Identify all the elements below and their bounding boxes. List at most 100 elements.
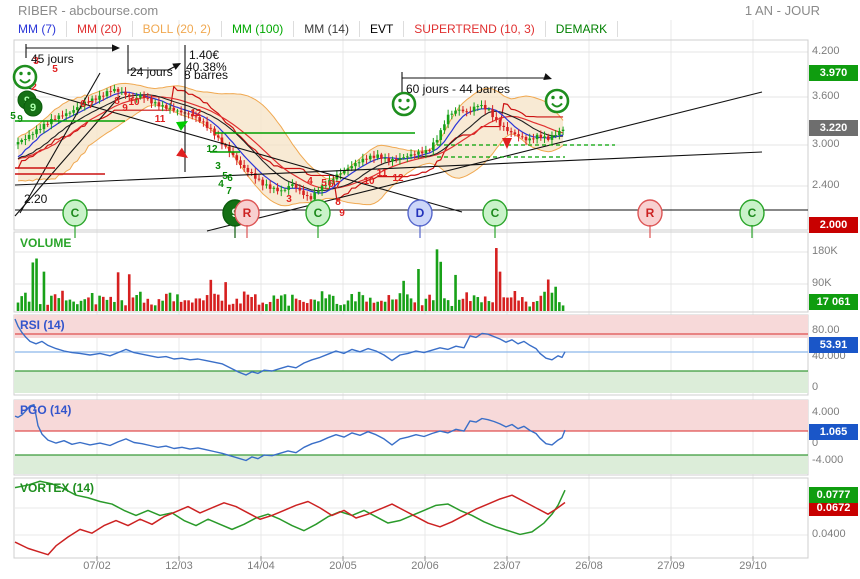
annotation-percent-move: 40.38% xyxy=(186,60,227,74)
x-axis-date: 20/06 xyxy=(411,560,439,572)
x-axis-date: 07/02 xyxy=(83,560,111,572)
y-axis-tick: 3.600 xyxy=(812,90,840,102)
svg-text:9: 9 xyxy=(122,103,128,114)
y-axis-tick: 180K xyxy=(812,245,838,257)
svg-text:8: 8 xyxy=(114,96,120,107)
signal-arrow xyxy=(502,138,512,149)
event-balloon-C[interactable]: C xyxy=(305,199,331,227)
svg-text:5: 5 xyxy=(10,111,16,122)
demark-9-badge: 9 xyxy=(23,97,43,117)
svg-text:9: 9 xyxy=(339,208,345,219)
svg-text:3: 3 xyxy=(215,161,221,172)
y-axis-tick: 40.000 xyxy=(812,350,846,362)
y-axis-tick: 0 xyxy=(812,437,819,449)
y-axis-tick: 0 xyxy=(812,381,819,393)
timeframe-label[interactable]: 1 AN - JOUR xyxy=(744,3,820,18)
x-axis-date: 12/03 xyxy=(165,560,193,572)
event-balloon-D[interactable]: D xyxy=(407,199,433,227)
svg-text:C: C xyxy=(748,206,757,220)
value-badge: 53.91 xyxy=(809,337,858,353)
value-badge: 3.970 xyxy=(809,65,858,81)
event-balloon-R[interactable]: R xyxy=(637,199,663,227)
svg-text:11: 11 xyxy=(155,114,166,125)
y-axis-tick: -4.000 xyxy=(812,454,844,466)
legend-item-boll[interactable]: BOLL (20, 2) xyxy=(133,21,222,37)
svg-text:7: 7 xyxy=(226,186,232,197)
svg-text:5: 5 xyxy=(321,178,327,189)
y-axis-tick: 4.000 xyxy=(812,406,840,418)
x-axis-date: 14/04 xyxy=(247,560,275,572)
svg-text:11: 11 xyxy=(377,168,388,179)
value-badge: 17 061 xyxy=(809,294,858,310)
event-balloon-R[interactable]: R xyxy=(234,199,260,227)
value-badge: 1.065 xyxy=(809,424,858,440)
event-balloon-C[interactable]: C xyxy=(739,199,765,227)
legend-item-mm14[interactable]: MM (14) xyxy=(294,21,360,37)
svg-text:6: 6 xyxy=(328,179,334,190)
svg-text:C: C xyxy=(71,206,80,220)
svg-text:5: 5 xyxy=(222,171,228,182)
x-axis-date: 29/10 xyxy=(739,560,767,572)
y-axis-tick: 4.200 xyxy=(812,45,840,57)
svg-text:9: 9 xyxy=(30,102,36,114)
svg-text:10: 10 xyxy=(363,176,375,187)
y-axis-tick: 80.00 xyxy=(812,324,840,336)
value-badge: 3.220 xyxy=(809,120,858,136)
smiley-icon xyxy=(12,64,38,90)
x-axis-date: 26/08 xyxy=(575,560,603,572)
indicator-legend: MM (7) MM (20) BOLL (20, 2) MM (100) MM (14)… xyxy=(14,20,619,38)
svg-text:8: 8 xyxy=(335,197,341,208)
svg-text:6: 6 xyxy=(80,99,86,110)
svg-text:R: R xyxy=(243,206,252,220)
rsi-panel-title: RSI (14) xyxy=(20,318,65,332)
page-title: RIBER - abcbourse.com xyxy=(18,3,159,18)
svg-text:12: 12 xyxy=(190,108,202,119)
legend-item-mm7[interactable]: MM (7) xyxy=(14,21,67,37)
y-axis-tick: 0.0400 xyxy=(812,528,846,540)
svg-text:3: 3 xyxy=(33,56,39,67)
legend-item-demark[interactable]: DEMARK xyxy=(546,21,619,37)
svg-text:7: 7 xyxy=(335,180,341,191)
svg-text:9: 9 xyxy=(17,114,23,125)
y-axis-tick: 2.400 xyxy=(812,179,840,191)
legend-item-mm20[interactable]: MM (20) xyxy=(67,21,133,37)
svg-text:4: 4 xyxy=(307,176,313,187)
vortex-panel-title: VORTEX (14) xyxy=(20,481,95,495)
svg-text:12: 12 xyxy=(392,173,404,184)
svg-text:3: 3 xyxy=(286,194,292,205)
svg-text:4: 4 xyxy=(218,179,224,190)
annotation-price-move: 1.40€ xyxy=(189,48,220,62)
svg-text:7: 7 xyxy=(88,100,94,111)
event-balloon-C[interactable]: C xyxy=(482,199,508,227)
legend-item-evt[interactable]: EVT xyxy=(360,21,405,37)
legend-item-supertrend[interactable]: SUPERTREND (10, 3) xyxy=(404,21,546,37)
signal-arrow xyxy=(175,121,188,131)
annotation-8-bars: 8 barres xyxy=(184,68,229,82)
svg-text:C: C xyxy=(314,206,323,220)
pgo-panel-title: PGO (14) xyxy=(20,403,72,417)
svg-text:R: R xyxy=(646,206,655,220)
svg-text:C: C xyxy=(491,206,500,220)
volume-panel-title: VOLUME xyxy=(20,236,72,250)
annotation-24-days: 24 jours xyxy=(130,65,173,79)
svg-text:D: D xyxy=(416,206,425,220)
support-level-label: 2.20 xyxy=(24,192,48,206)
smiley-icon xyxy=(544,88,570,114)
x-axis-date: 23/07 xyxy=(493,560,521,572)
x-axis-date: 27/09 xyxy=(657,560,685,572)
event-balloon-C[interactable]: C xyxy=(62,199,88,227)
legend-item-mm100[interactable]: MM (100) xyxy=(222,21,295,37)
signal-arrow xyxy=(176,147,188,158)
svg-text:10: 10 xyxy=(128,97,140,108)
svg-text:12: 12 xyxy=(206,144,218,155)
svg-text:2: 2 xyxy=(31,82,37,93)
svg-text:5: 5 xyxy=(52,64,58,75)
value-badge: 2.000 xyxy=(809,217,858,233)
annotation-60-days: 60 jours - 44 barres xyxy=(406,82,511,96)
smiley-icon xyxy=(391,91,417,117)
y-axis-tick: 3.000 xyxy=(812,138,840,150)
svg-text:6: 6 xyxy=(227,173,233,184)
value-badge: 0.0672 xyxy=(809,500,858,516)
